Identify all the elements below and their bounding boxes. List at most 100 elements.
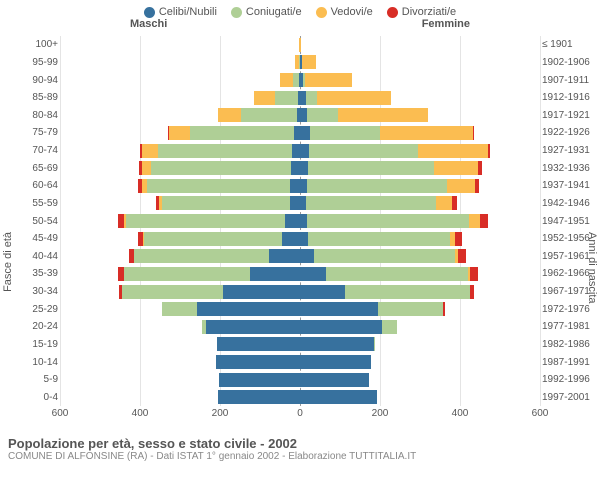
age-label: 55-59 xyxy=(32,198,58,209)
legend-item: Celibi/Nubili xyxy=(144,6,217,18)
age-label: 45-49 xyxy=(32,233,58,244)
male-side xyxy=(60,283,300,301)
chart-title: Popolazione per età, sesso e stato civil… xyxy=(8,436,592,451)
seg-s xyxy=(300,320,382,334)
male-side xyxy=(60,248,300,266)
seg-c xyxy=(126,214,284,228)
seg-d xyxy=(478,161,481,175)
bar-f xyxy=(300,214,488,228)
age-label: 20-24 xyxy=(32,321,58,332)
bar-f xyxy=(300,337,375,351)
female-side xyxy=(300,318,540,336)
pyramid-row: 100+≤ 1901 xyxy=(60,36,540,54)
legend-label: Vedovi/e xyxy=(331,6,373,18)
age-label: 70-74 xyxy=(32,145,58,156)
seg-w xyxy=(418,144,488,158)
seg-c xyxy=(310,126,380,140)
year-label: 1937-1941 xyxy=(542,180,590,191)
rows: 100+≤ 190195-991902-190690-941907-191185… xyxy=(60,36,540,406)
male-side xyxy=(60,89,300,107)
bar-m xyxy=(138,232,300,246)
female-title: Femmine xyxy=(422,18,470,30)
side-titles: Maschi Femmine xyxy=(0,18,600,32)
seg-c xyxy=(124,267,250,281)
seg-c xyxy=(134,249,268,263)
female-side xyxy=(300,265,540,283)
age-label: 35-39 xyxy=(32,268,58,279)
female-side xyxy=(300,212,540,230)
female-side xyxy=(300,283,540,301)
female-side xyxy=(300,124,540,142)
seg-w xyxy=(447,179,475,193)
legend-label: Divorziati/e xyxy=(402,6,456,18)
year-label: 1907-1911 xyxy=(542,75,589,86)
bar-f xyxy=(300,55,316,69)
bar-m xyxy=(156,196,300,210)
seg-c xyxy=(190,126,294,140)
male-side xyxy=(60,142,300,160)
year-label: 1972-1976 xyxy=(542,304,590,315)
bar-m xyxy=(219,373,300,387)
seg-s xyxy=(218,390,300,404)
seg-s xyxy=(219,373,300,387)
seg-s xyxy=(300,108,307,122)
bar-m xyxy=(138,179,300,193)
seg-c xyxy=(241,108,297,122)
bar-f xyxy=(300,302,445,316)
year-label: 1962-1966 xyxy=(542,268,590,279)
bar-f xyxy=(300,108,428,122)
age-label: 15-19 xyxy=(32,339,58,350)
seg-c xyxy=(378,302,443,316)
year-label: 1902-1906 xyxy=(542,57,590,68)
female-side xyxy=(300,71,540,89)
seg-s xyxy=(290,179,300,193)
age-label: 40-44 xyxy=(32,251,58,262)
seg-c xyxy=(307,179,447,193)
pyramid-row: 75-791922-1926 xyxy=(60,124,540,142)
seg-s xyxy=(300,285,345,299)
seg-c xyxy=(151,161,291,175)
x-tick: 200 xyxy=(212,408,229,419)
seg-s xyxy=(216,355,300,369)
seg-w xyxy=(380,126,473,140)
bar-m xyxy=(202,320,300,334)
chart-footer: Popolazione per età, sesso e stato civil… xyxy=(0,432,600,462)
age-label: 10-14 xyxy=(32,357,58,368)
pyramid-row: 95-991902-1906 xyxy=(60,54,540,72)
bar-m xyxy=(162,302,300,316)
pyramid-row: 15-191982-1986 xyxy=(60,336,540,354)
female-side xyxy=(300,230,540,248)
bar-m xyxy=(119,285,300,299)
legend: Celibi/NubiliConiugati/eVedovi/eDivorzia… xyxy=(0,0,600,18)
seg-c xyxy=(345,285,470,299)
seg-w xyxy=(436,196,452,210)
pyramid-row: 50-541947-1951 xyxy=(60,212,540,230)
age-label: 100+ xyxy=(35,39,58,50)
seg-d xyxy=(458,249,465,263)
seg-s xyxy=(206,320,300,334)
seg-c xyxy=(307,108,337,122)
seg-w xyxy=(280,73,294,87)
x-tick: 400 xyxy=(132,408,149,419)
male-side xyxy=(60,124,300,142)
seg-s xyxy=(300,126,310,140)
pyramid-row: 0-41997-2001 xyxy=(60,389,540,407)
seg-s xyxy=(300,214,307,228)
male-side xyxy=(60,353,300,371)
legend-swatch xyxy=(231,7,242,18)
x-tick: 600 xyxy=(52,408,69,419)
seg-s xyxy=(300,355,371,369)
year-label: 1952-1956 xyxy=(542,233,590,244)
seg-c xyxy=(306,91,317,105)
seg-c xyxy=(275,91,298,105)
seg-d xyxy=(452,196,457,210)
bar-m xyxy=(216,355,300,369)
year-label: 1932-1936 xyxy=(542,163,590,174)
bar-f xyxy=(300,73,352,87)
seg-c xyxy=(308,232,450,246)
female-side xyxy=(300,54,540,72)
pyramid-row: 80-841917-1921 xyxy=(60,107,540,125)
year-label: 1967-1971 xyxy=(542,286,590,297)
male-side xyxy=(60,389,300,407)
seg-s xyxy=(269,249,300,263)
